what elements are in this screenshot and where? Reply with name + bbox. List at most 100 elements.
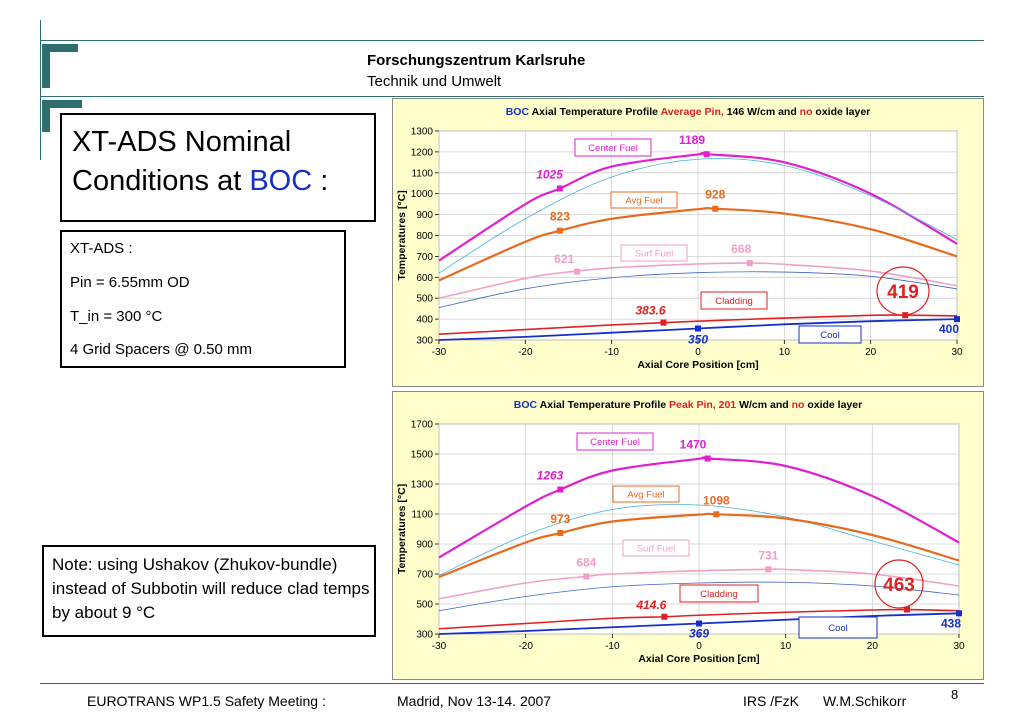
x-tick-label: 20 — [867, 641, 879, 652]
x-tick-label: -10 — [604, 347, 619, 358]
legend-box-surf — [620, 244, 688, 262]
y-tick-label: 900 — [416, 210, 433, 221]
chart-title-part: oxide layer — [812, 106, 870, 118]
chart-title-part: Peak Pin, 201 — [669, 399, 736, 411]
x-tick-label: -30 — [432, 641, 447, 652]
data-label-avg: 1098 — [703, 493, 730, 507]
note-box: Note: using Ushakov (Zhukov-bundle) inst… — [42, 545, 376, 637]
title-boc: BOC — [249, 165, 313, 197]
chart-title-part: Axial Temperature Profile — [537, 399, 669, 411]
chart-title-part: 146 W/cm and — [724, 106, 800, 118]
y-tick-label: 1100 — [411, 510, 433, 521]
legend-label-fuel: Center Fuel — [588, 143, 638, 154]
y-tick-label: 500 — [416, 294, 433, 305]
marker-avg — [556, 227, 563, 234]
data-label-avg: 973 — [550, 512, 570, 526]
chart-title-part: BOC — [514, 399, 538, 411]
param-tin: T_in = 300 °C — [70, 308, 163, 325]
marker-clad — [660, 319, 667, 326]
x-tick-label: 10 — [780, 641, 792, 652]
note-body: using Ushakov (Zhukov-bundle) instead of… — [52, 555, 370, 622]
series-line-surf_thin — [438, 581, 960, 612]
footer-rule — [40, 683, 984, 684]
chart-title: BOC Axial Temperature Profile Peak Pin, … — [514, 399, 862, 411]
data-label-cool: 350 — [688, 333, 708, 347]
parameters-box: XT-ADS : Pin = 6.55mm OD T_in = 300 °C 4… — [60, 230, 346, 368]
note-label: Note: — [52, 555, 93, 574]
legend-box-clad — [679, 584, 759, 603]
data-label-fuel: 1025 — [536, 167, 563, 181]
data-label-surf: 731 — [758, 548, 778, 562]
chart-title-part: Average Pin, — [661, 106, 724, 118]
logo-bar-1 — [42, 44, 78, 52]
data-label-cool: 369 — [689, 627, 709, 641]
y-axis-label: Temperatures [°C] — [396, 484, 408, 574]
marker-cool — [695, 325, 701, 332]
x-tick-label: 0 — [696, 641, 702, 652]
y-tick-label: 1700 — [411, 420, 434, 431]
header-org: Forschungszentrum Karlsruhe — [367, 52, 586, 69]
legend-label-cool: Cool — [820, 330, 840, 341]
x-tick-label: -30 — [432, 347, 447, 358]
data-label-clad: 414.6 — [635, 598, 666, 612]
data-label-surf: 621 — [554, 252, 574, 266]
chart-title-part: oxide layer — [804, 399, 862, 411]
legend-box-fuel — [576, 432, 654, 451]
footer-org: IRS /FzK — [743, 693, 800, 709]
data-label-fuel: 1470 — [680, 438, 707, 452]
y-tick-label: 500 — [416, 600, 433, 611]
page-number: 8 — [951, 687, 959, 702]
y-tick-label: 800 — [416, 231, 433, 242]
footer-place: Madrid, Nov 13-14. 2007 — [397, 693, 552, 709]
x-tick-label: 20 — [865, 347, 877, 358]
legend-label-surf: Surf Fuel — [637, 544, 676, 555]
y-tick-label: 1000 — [411, 189, 434, 200]
y-tick-label: 1100 — [411, 168, 433, 179]
series-line-fuel_thin — [438, 504, 960, 576]
y-tick-label: 900 — [416, 540, 433, 551]
legend-box-fuel — [574, 138, 652, 157]
marker-avg — [712, 205, 719, 212]
y-tick-label: 1200 — [411, 147, 434, 158]
marker-avg — [557, 530, 564, 537]
data-label-cool: 438 — [941, 616, 961, 630]
clad-max-highlight — [874, 559, 924, 609]
chart-title: BOC Axial Temperature Profile Average Pi… — [506, 106, 871, 118]
x-tick-label: 10 — [779, 347, 791, 358]
slide-title: XT-ADS Nominal Conditions at BOC : — [72, 123, 328, 201]
legend-label-avg: Avg Fuel — [627, 490, 664, 501]
x-tick-label: -10 — [605, 641, 620, 652]
legend-box-avg — [610, 191, 678, 209]
series-line-fuel_thin — [438, 158, 958, 274]
x-tick-label: 30 — [953, 641, 965, 652]
legend-box-cool — [798, 325, 862, 344]
param-spacers: 4 Grid Spacers @ 0.50 mm — [70, 341, 252, 358]
marker-clad — [904, 606, 910, 613]
y-tick-label: 1300 — [411, 480, 434, 491]
data-label-fuel: 1263 — [537, 469, 564, 483]
marker-surf — [583, 573, 590, 580]
marker-cool — [954, 316, 960, 323]
x-tick-label: -20 — [518, 641, 533, 652]
y-tick-label: 600 — [416, 273, 433, 284]
chart-panel-peak-pin: BOC Axial Temperature Profile Peak Pin, … — [392, 391, 984, 680]
series-line-surf — [438, 568, 960, 600]
mid-rule — [40, 96, 984, 97]
chart-title-part: W/cm and — [736, 399, 791, 411]
y-axis-label: Temperatures [°C] — [396, 190, 408, 280]
chart-average-pin: BOC Axial Temperature Profile Average Pi… — [396, 106, 963, 371]
chart-title-part: no — [792, 399, 805, 411]
data-label-fuel: 1189 — [679, 133, 705, 147]
marker-avg — [713, 511, 720, 518]
legend-label-clad: Cladding — [700, 589, 738, 600]
left-rule — [40, 20, 41, 160]
chart-title-part: Axial Temperature Profile — [529, 106, 661, 118]
x-axis-label: Axial Core Position [cm] — [637, 359, 758, 371]
marker-fuel — [703, 151, 710, 158]
series-line-surf — [438, 262, 958, 299]
legend-box-cool — [798, 616, 878, 639]
top-rule — [40, 40, 984, 41]
chart-title-part: BOC — [506, 106, 530, 118]
data-label-clad: 383.6 — [636, 304, 666, 318]
y-tick-label: 300 — [416, 630, 433, 641]
